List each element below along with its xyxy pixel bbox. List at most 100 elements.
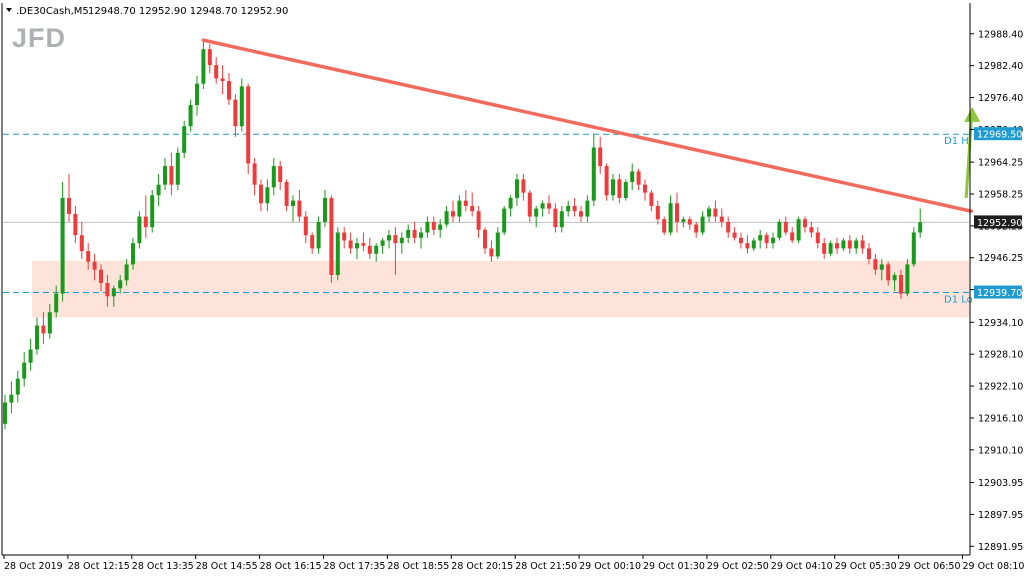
candle: [47, 304, 52, 339]
candle: [623, 179, 628, 201]
candle: [591, 134, 596, 206]
candle: [406, 224, 411, 244]
candle: [291, 195, 295, 222]
candle: [137, 211, 142, 249]
candle: [278, 160, 283, 190]
candle: [726, 216, 731, 238]
candle-body: [79, 235, 84, 252]
candle: [246, 83, 251, 175]
candle: [483, 227, 487, 254]
candle-body: [291, 200, 295, 206]
candle-body: [790, 232, 795, 241]
candle-body: [470, 205, 475, 212]
candle-body: [886, 264, 891, 281]
candle: [67, 174, 71, 222]
candle: [611, 174, 615, 201]
candle: [508, 195, 513, 217]
x-tick-label: 28 Oct 18:55: [387, 561, 449, 572]
candle: [630, 163, 635, 190]
candle: [783, 216, 788, 236]
candle: [495, 227, 500, 260]
candle: [188, 99, 193, 132]
candle-body: [374, 245, 379, 254]
candle: [502, 205, 507, 236]
candle-body: [233, 99, 238, 127]
candle-body: [668, 203, 673, 233]
candle: [22, 352, 27, 387]
candle-body: [169, 166, 174, 185]
candle-body: [662, 219, 667, 233]
x-axis-ticks: 28 Oct 2019 28 Oct 12:15 28 Oct 13:35 28 Oc…: [3, 555, 1024, 572]
candle: [9, 381, 14, 414]
price-tags: 12969.50 12939.70 12952.90: [974, 127, 1022, 299]
candle: [540, 200, 545, 217]
candle-body: [873, 259, 878, 270]
candle-body: [118, 280, 123, 289]
candle-body: [451, 211, 455, 217]
candle-body: [28, 349, 33, 363]
candle-body: [553, 208, 558, 228]
candle: [220, 65, 225, 95]
candle-body: [284, 182, 289, 206]
candle: [131, 237, 135, 270]
y-tick-label: 12982.40: [978, 61, 1023, 72]
candle: [585, 195, 590, 222]
candle-body: [99, 269, 103, 283]
candle-body: [438, 224, 443, 230]
y-tick-label: 12922.10: [978, 382, 1023, 393]
support-zone: [32, 260, 969, 318]
y-tick-label: 12903.95: [978, 478, 1023, 489]
candle-body: [854, 240, 859, 249]
candle-body: [431, 221, 436, 230]
candle-body: [867, 248, 871, 260]
x-tick-label: 28 Oct 2019: [4, 561, 63, 572]
candle-body: [687, 219, 692, 225]
candle-body: [841, 240, 846, 249]
candle: [822, 237, 827, 260]
candle-body: [3, 402, 7, 424]
candle: [828, 240, 833, 257]
candle-body: [412, 229, 417, 238]
symbol-dropdown-icon[interactable]: [6, 8, 12, 12]
candle-body: [713, 208, 718, 217]
candle-body: [879, 264, 884, 270]
x-tick-label: 28 Oct 20:15: [451, 561, 513, 572]
candle-body: [783, 221, 788, 233]
candle: [463, 189, 468, 212]
y-tick-label: 12910.10: [978, 445, 1023, 456]
candle: [751, 237, 756, 252]
candle-body: [259, 184, 263, 204]
level-lines-layer: D1 H D1 Lo: [3, 133, 973, 306]
candle: [355, 237, 359, 260]
candle: [412, 221, 417, 244]
current-price-tag-bg: [974, 215, 1022, 229]
x-tick-label: 29 Oct 06:50: [899, 561, 961, 572]
candle-body: [406, 229, 411, 238]
candle: [835, 237, 839, 254]
candle: [259, 179, 263, 212]
candle-body: [809, 227, 814, 233]
candle: [521, 174, 526, 201]
candle: [668, 195, 673, 236]
candle-body: [777, 221, 782, 238]
candle: [579, 205, 583, 222]
candle: [732, 227, 737, 241]
candle: [771, 232, 775, 249]
candle-body: [579, 211, 583, 217]
candle-body: [515, 179, 519, 198]
candle: [207, 43, 212, 74]
candle: [150, 189, 155, 233]
candle-body: [598, 147, 603, 167]
candle: [809, 221, 814, 238]
level-label-2: D1 Lo: [944, 295, 973, 306]
candle: [374, 243, 379, 262]
candle: [553, 203, 558, 233]
candle-body: [419, 232, 423, 238]
candle: [662, 216, 667, 236]
candle-body: [220, 78, 225, 82]
candle: [559, 205, 564, 233]
candle: [265, 179, 270, 212]
candle: [303, 211, 308, 244]
x-tick-label: 29 Oct 01:30: [643, 561, 705, 572]
